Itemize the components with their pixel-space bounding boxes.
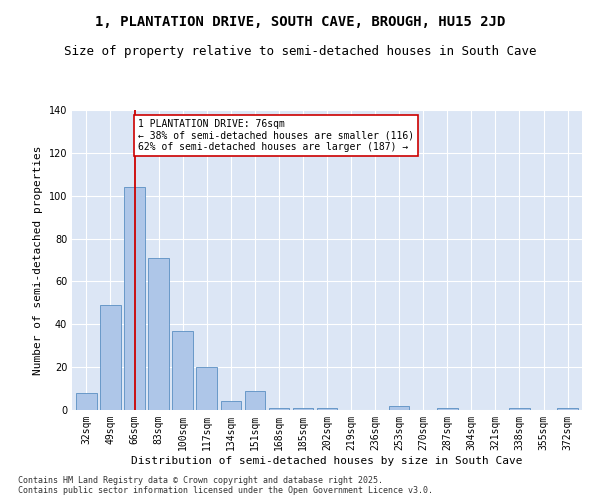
- Text: Contains HM Land Registry data © Crown copyright and database right 2025.
Contai: Contains HM Land Registry data © Crown c…: [18, 476, 433, 495]
- Bar: [76, 393, 97, 410]
- Bar: [172, 330, 193, 410]
- Bar: [269, 408, 289, 410]
- Bar: [509, 408, 530, 410]
- Bar: [389, 406, 409, 410]
- Bar: [124, 187, 145, 410]
- Bar: [196, 367, 217, 410]
- Bar: [221, 402, 241, 410]
- Bar: [293, 408, 313, 410]
- Bar: [245, 390, 265, 410]
- Bar: [317, 408, 337, 410]
- Text: 1 PLANTATION DRIVE: 76sqm
← 38% of semi-detached houses are smaller (116)
62% of: 1 PLANTATION DRIVE: 76sqm ← 38% of semi-…: [138, 118, 414, 152]
- Bar: [437, 408, 458, 410]
- Text: 1, PLANTATION DRIVE, SOUTH CAVE, BROUGH, HU15 2JD: 1, PLANTATION DRIVE, SOUTH CAVE, BROUGH,…: [95, 15, 505, 29]
- Bar: [100, 305, 121, 410]
- Bar: [557, 408, 578, 410]
- X-axis label: Distribution of semi-detached houses by size in South Cave: Distribution of semi-detached houses by …: [131, 456, 523, 466]
- Bar: [148, 258, 169, 410]
- Y-axis label: Number of semi-detached properties: Number of semi-detached properties: [33, 145, 43, 375]
- Text: Size of property relative to semi-detached houses in South Cave: Size of property relative to semi-detach…: [64, 45, 536, 58]
